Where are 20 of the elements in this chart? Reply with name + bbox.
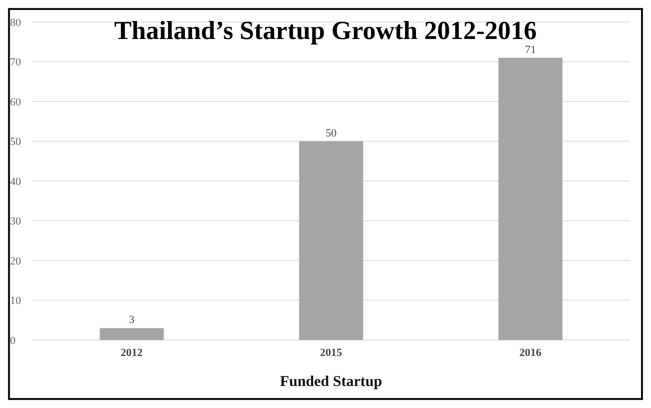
y-tick-label: 50 [10,136,22,148]
y-tick-label: 60 [10,96,22,108]
y-tick-label: 0 [10,334,16,347]
x-tick-label: 2016 [519,346,542,359]
bar [498,58,562,340]
data-label: 50 [326,127,338,140]
x-axis-title: Funded Startup [280,374,382,390]
y-tick-label: 80 [10,16,22,29]
x-tick-label: 2015 [320,346,342,359]
y-tick-label: 10 [10,295,22,308]
data-label: 71 [524,44,536,56]
y-tick-label: 30 [10,216,22,228]
y-tick-label: 40 [10,176,22,188]
y-tick-label: 20 [10,255,22,268]
data-label: 3 [129,314,136,326]
y-tick-label: 70 [10,56,22,69]
bar [100,328,164,340]
chart-title: Thailand’s Startup Growth 2012-2016 [114,16,537,45]
x-tick-label: 2012 [120,346,144,359]
bar [299,141,364,340]
